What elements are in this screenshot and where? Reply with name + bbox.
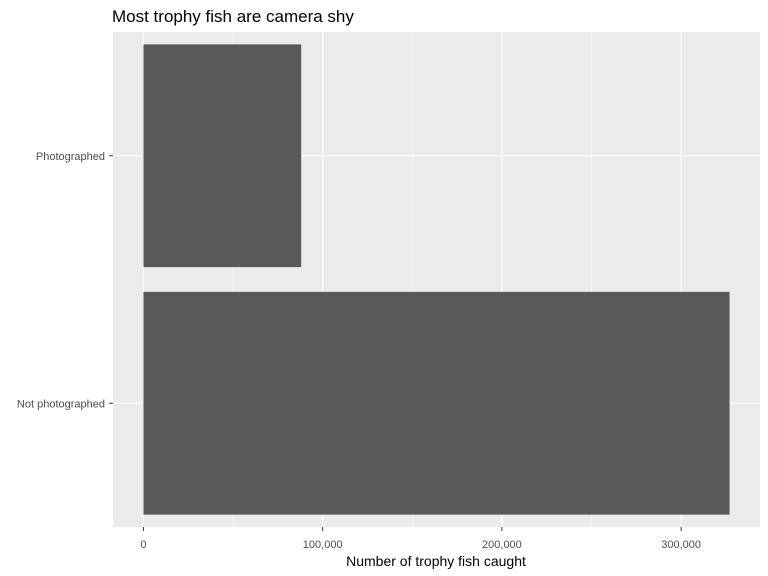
y-axis: Photographed Not photographed <box>17 151 113 410</box>
x-tick-label: 200,000 <box>482 539 522 551</box>
x-tick-label: 0 <box>140 539 146 551</box>
chart-title: Most trophy fish are camera shy <box>112 7 354 26</box>
x-axis-title: Number of trophy fish caught <box>346 553 526 569</box>
x-tick-label: 100,000 <box>303 539 343 551</box>
x-tick-label: 300,000 <box>661 539 701 551</box>
bar <box>143 291 730 515</box>
x-axis: 0 100,000 200,000 300,000 <box>140 527 701 551</box>
bars <box>143 44 730 515</box>
y-tick-label: Not photographed <box>17 398 105 410</box>
y-tick-label: Photographed <box>36 151 105 163</box>
bar <box>143 44 302 268</box>
